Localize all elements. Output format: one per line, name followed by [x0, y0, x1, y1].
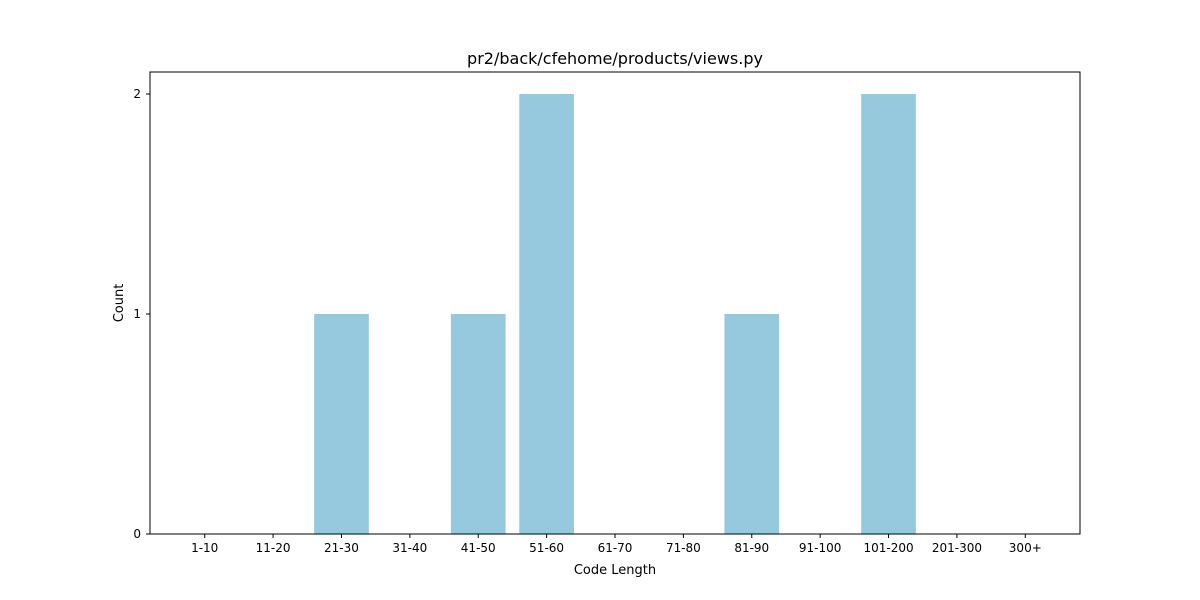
y-tick-label: 2 [133, 87, 141, 101]
x-tick-label: 101-200 [863, 541, 913, 555]
bar-81-90 [724, 314, 779, 534]
x-tick-label: 61-70 [598, 541, 633, 555]
x-tick-label: 300+ [1009, 541, 1042, 555]
chart-title: pr2/back/cfehome/products/views.py [467, 49, 763, 68]
x-tick-label: 91-100 [799, 541, 842, 555]
y-tick-label: 1 [133, 307, 141, 321]
x-tick-label: 41-50 [461, 541, 496, 555]
bar-51-60 [519, 94, 574, 534]
x-tick-label: 11-20 [256, 541, 291, 555]
bar-41-50 [451, 314, 506, 534]
y-axis-label: Count [112, 284, 127, 323]
x-tick-label: 1-10 [191, 541, 218, 555]
x-axis-label: Code Length [574, 563, 656, 578]
x-tick-label: 21-30 [324, 541, 359, 555]
plot-frame [150, 72, 1080, 534]
x-tick-label: 31-40 [392, 541, 427, 555]
x-tick-label: 201-300 [932, 541, 982, 555]
y-tick-label: 0 [133, 527, 141, 541]
bars-group [314, 94, 916, 534]
x-tick-label: 81-90 [734, 541, 769, 555]
x-tick-label: 71-80 [666, 541, 701, 555]
y-ticks-group: 0 1 2 [133, 87, 150, 541]
bar-101-200 [861, 94, 916, 534]
x-ticks-group: 1-10 11-20 21-30 31-40 41-50 51-60 61-70 71-80 8… [191, 534, 1042, 555]
bar-21-30 [314, 314, 369, 534]
x-tick-label: 51-60 [529, 541, 564, 555]
